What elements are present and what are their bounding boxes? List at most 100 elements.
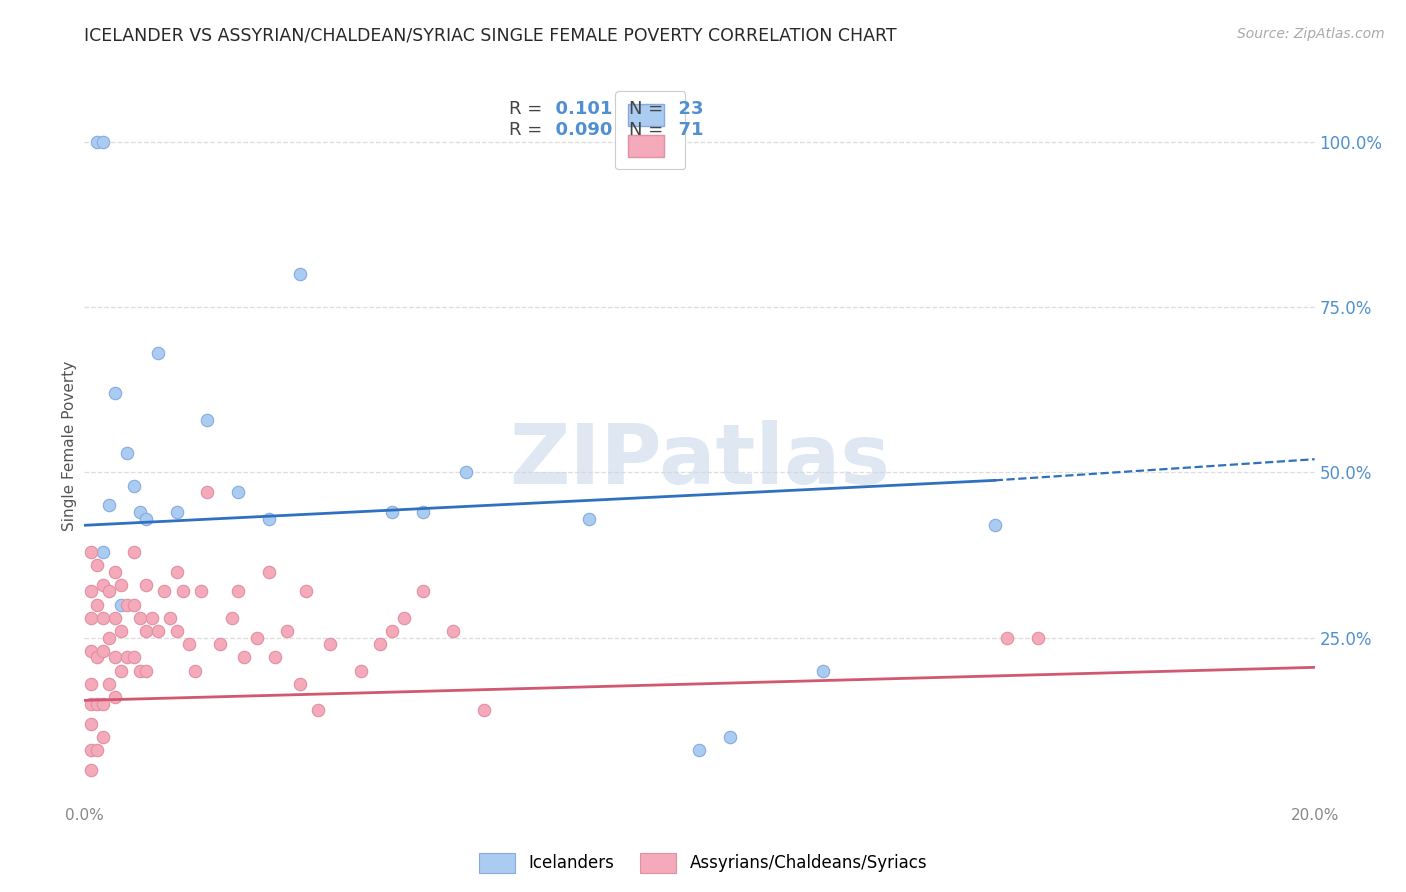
Text: 0.090: 0.090 [543,121,613,139]
Point [381,505,404,519]
Point [984,518,1007,533]
Point [246,631,269,645]
Point [110,664,132,678]
Point [288,677,311,691]
Point [79,584,101,599]
Point [276,624,298,638]
Point [197,485,219,500]
Point [135,578,157,592]
Legend: , : , [614,91,686,169]
Point [177,637,200,651]
Point [190,584,212,599]
Point [264,650,287,665]
Point [307,703,329,717]
Point [166,565,188,579]
Point [117,650,139,665]
Point [578,511,600,525]
Point [98,677,121,691]
Text: Source: ZipAtlas.com: Source: ZipAtlas.com [1237,27,1385,41]
Text: 0.101: 0.101 [543,100,613,118]
Point [117,445,139,459]
Point [226,584,249,599]
Point [122,650,145,665]
Point [86,697,108,711]
Y-axis label: Single Female Poverty: Single Female Poverty [62,361,77,531]
Point [79,545,101,559]
Point [148,346,170,360]
Point [104,650,127,665]
Point [128,664,150,678]
Point [79,644,101,658]
Point [172,584,194,599]
Point [79,677,101,691]
Point [86,598,108,612]
Text: ZIPatlas: ZIPatlas [509,420,890,500]
Point [135,664,157,678]
Text: R =: R = [509,100,543,118]
Point [718,730,741,744]
Point [79,763,101,777]
Point [381,624,404,638]
Point [350,664,373,678]
Point [295,584,318,599]
Point [98,584,121,599]
Point [257,511,280,525]
Point [104,386,127,401]
Point [86,650,108,665]
Point [86,743,108,757]
Point [91,135,114,149]
Point [443,624,465,638]
Point [104,690,127,704]
Point [122,545,145,559]
Point [128,505,150,519]
Point [110,624,132,638]
Point [166,505,188,519]
Point [79,716,101,731]
Point [412,505,434,519]
Point [79,697,101,711]
Point [689,743,711,757]
Text: N =: N = [630,100,664,118]
Point [135,624,157,638]
Text: N =: N = [630,121,664,139]
Point [110,598,132,612]
Point [472,703,495,717]
Point [91,697,114,711]
Point [153,584,176,599]
Point [79,743,101,757]
Point [91,545,114,559]
Point [166,624,188,638]
Point [98,499,121,513]
Point [141,611,163,625]
Point [122,478,145,492]
Text: R =: R = [509,121,543,139]
Point [86,135,108,149]
Point [319,637,342,651]
Text: 23: 23 [666,100,704,118]
Point [117,598,139,612]
Point [98,631,121,645]
Point [104,565,127,579]
Point [221,611,243,625]
Point [208,637,231,651]
Point [122,598,145,612]
Point [91,611,114,625]
Point [110,578,132,592]
Point [104,611,127,625]
Point [135,511,157,525]
Point [1026,631,1049,645]
Point [148,624,170,638]
Point [368,637,391,651]
Point [197,412,219,426]
Legend: Icelanders, Assyrians/Chaldeans/Syriacs: Icelanders, Assyrians/Chaldeans/Syriacs [472,847,934,880]
Point [91,644,114,658]
Point [995,631,1018,645]
Point [412,584,434,599]
Point [91,578,114,592]
Text: ICELANDER VS ASSYRIAN/CHALDEAN/SYRIAC SINGLE FEMALE POVERTY CORRELATION CHART: ICELANDER VS ASSYRIAN/CHALDEAN/SYRIAC SI… [84,27,897,45]
Point [288,267,311,281]
Point [394,611,416,625]
Point [86,558,108,572]
Point [454,466,477,480]
Point [159,611,181,625]
